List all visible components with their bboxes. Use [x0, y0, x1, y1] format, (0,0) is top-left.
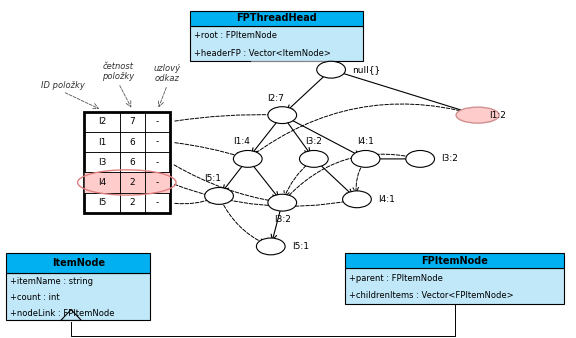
Text: I1:4: I1:4 [233, 138, 250, 146]
Text: I2: I2 [98, 117, 106, 126]
Text: četnost
položky: četnost položky [103, 62, 135, 81]
Ellipse shape [456, 107, 499, 123]
Text: +count : int: +count : int [10, 293, 60, 302]
FancyBboxPatch shape [84, 172, 169, 193]
FancyBboxPatch shape [6, 273, 150, 320]
FancyBboxPatch shape [84, 112, 169, 213]
Text: I1: I1 [98, 138, 106, 147]
Text: I3:2: I3:2 [274, 215, 291, 224]
Text: +parent : FPItemNode: +parent : FPItemNode [350, 273, 444, 283]
Circle shape [317, 61, 346, 78]
Circle shape [233, 150, 262, 167]
Circle shape [300, 150, 328, 167]
Text: +nodeLink : FPItemNode: +nodeLink : FPItemNode [10, 309, 115, 318]
FancyBboxPatch shape [346, 253, 564, 268]
Circle shape [256, 238, 285, 255]
Circle shape [406, 150, 434, 167]
Text: -: - [156, 138, 159, 147]
Text: I1:2: I1:2 [489, 111, 506, 120]
Text: I4: I4 [98, 178, 106, 187]
Text: 6: 6 [130, 138, 135, 147]
Text: I5: I5 [98, 198, 106, 207]
Text: null{}: null{} [353, 65, 381, 74]
Text: 7: 7 [130, 117, 135, 126]
Text: -: - [156, 178, 159, 187]
Text: 2: 2 [130, 178, 135, 187]
Text: I4:1: I4:1 [357, 138, 374, 146]
Text: I3:2: I3:2 [305, 138, 323, 146]
Text: FPThreadHead: FPThreadHead [236, 14, 317, 23]
Text: +headerFP : Vector<ItemNode>: +headerFP : Vector<ItemNode> [194, 49, 331, 58]
Text: I2:7: I2:7 [267, 94, 285, 103]
Text: I5:1: I5:1 [292, 242, 309, 251]
Circle shape [268, 194, 297, 211]
Text: FPItemNode: FPItemNode [421, 256, 488, 266]
FancyBboxPatch shape [346, 268, 564, 304]
Circle shape [268, 107, 297, 124]
Text: uzlový
odkaz: uzlový odkaz [154, 64, 181, 83]
FancyBboxPatch shape [6, 253, 150, 273]
Circle shape [351, 150, 380, 167]
Text: ID položky: ID položky [41, 81, 85, 90]
Text: I5:1: I5:1 [204, 174, 221, 184]
Text: +childrenItems : Vector<FPItemNode>: +childrenItems : Vector<FPItemNode> [350, 291, 514, 300]
Text: I3:2: I3:2 [441, 154, 458, 163]
Circle shape [204, 188, 233, 204]
Text: -: - [156, 117, 159, 126]
Text: +itemName : string: +itemName : string [10, 277, 93, 287]
Text: I3: I3 [98, 158, 106, 167]
Text: 2: 2 [130, 198, 135, 207]
Text: +root : FPItemNode: +root : FPItemNode [194, 31, 277, 40]
Text: -: - [156, 198, 159, 207]
Text: ItemNode: ItemNode [52, 258, 105, 268]
Text: I4:1: I4:1 [378, 195, 395, 204]
FancyBboxPatch shape [190, 11, 363, 26]
FancyBboxPatch shape [190, 26, 363, 61]
Circle shape [343, 191, 372, 208]
Text: -: - [156, 158, 159, 167]
Text: 6: 6 [130, 158, 135, 167]
